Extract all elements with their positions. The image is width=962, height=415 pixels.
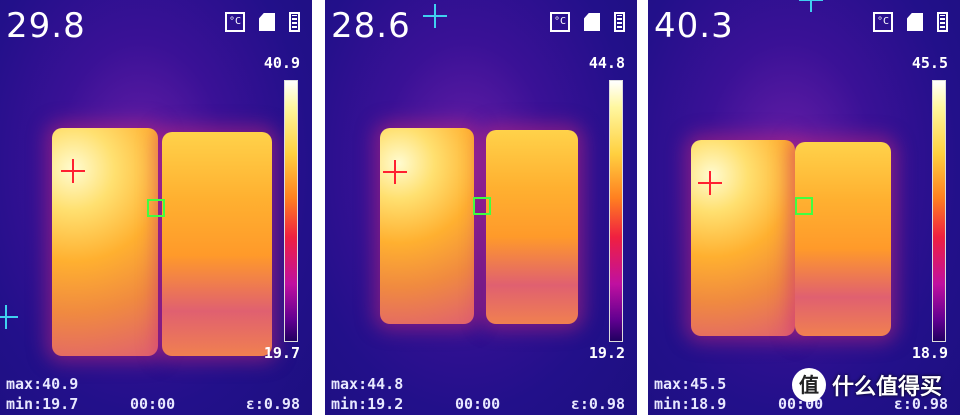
sd-card-icon <box>584 13 600 31</box>
scale-min: 18.9 <box>911 344 948 362</box>
emissivity: ε:0.98 <box>893 395 948 413</box>
timer: 00:00 <box>130 395 176 413</box>
scale-min: 19.2 <box>588 344 625 362</box>
min-crosshair-icon <box>0 305 18 329</box>
scale-max: 40.9 <box>263 54 300 72</box>
center-temperature: 29.8 <box>6 6 86 46</box>
device-right <box>486 130 578 324</box>
max-crosshair-icon <box>383 160 407 184</box>
min-readout: min:19.7 <box>6 395 79 413</box>
watermark-logo: 值 <box>792 368 826 402</box>
battery-icon <box>937 12 948 32</box>
max-crosshair-icon <box>698 171 722 195</box>
device-left <box>691 140 795 336</box>
center-box-icon <box>795 197 813 215</box>
color-scale-bar <box>932 80 946 342</box>
celsius-icon: °C <box>225 12 245 32</box>
color-scale-bar <box>609 80 623 342</box>
sd-card-icon <box>259 13 275 31</box>
min-readout: min:19.2 <box>331 395 404 413</box>
center-temperature: 28.6 <box>331 6 411 46</box>
scale-max: 45.5 <box>911 54 948 72</box>
celsius-icon: °C <box>550 12 570 32</box>
device-left <box>52 128 158 356</box>
max-crosshair-icon <box>61 159 85 183</box>
thermal-panel-1: 29.8 °C 40.9 19.7 max:40.9 min:19.7 00:0… <box>0 0 312 415</box>
celsius-icon: °C <box>873 12 893 32</box>
timer: 00:00 <box>455 395 501 413</box>
center-temperature: 40.3 <box>654 6 734 46</box>
battery-icon <box>289 12 300 32</box>
thermal-panel-2: 28.6 °C 44.8 19.2 max:44.8 min:19.2 00:0… <box>325 0 637 415</box>
emissivity: ε:0.98 <box>570 395 625 413</box>
scale-max: 44.8 <box>588 54 625 72</box>
watermark: 值 什么值得买 <box>792 368 942 402</box>
device-right <box>162 132 272 356</box>
min-readout: min:18.9 <box>654 395 727 413</box>
thermal-panel-3: 40.3 °C 45.5 18.9 max:45.5 min:18.9 00:0… <box>648 0 960 415</box>
sd-card-icon <box>907 13 923 31</box>
battery-icon <box>614 12 625 32</box>
min-crosshair-icon <box>799 0 823 12</box>
emissivity: ε:0.98 <box>245 395 300 413</box>
scale-min: 19.7 <box>263 344 300 362</box>
max-readout: max:44.8 <box>331 375 404 393</box>
device-left <box>380 128 474 324</box>
color-scale-bar <box>284 80 298 342</box>
watermark-text: 什么值得买 <box>832 375 943 400</box>
center-box-icon <box>473 197 491 215</box>
max-readout: max:40.9 <box>6 375 79 393</box>
device-right <box>795 142 891 336</box>
center-box-icon <box>147 199 165 217</box>
min-crosshair-icon <box>423 4 447 28</box>
max-readout: max:45.5 <box>654 375 727 393</box>
